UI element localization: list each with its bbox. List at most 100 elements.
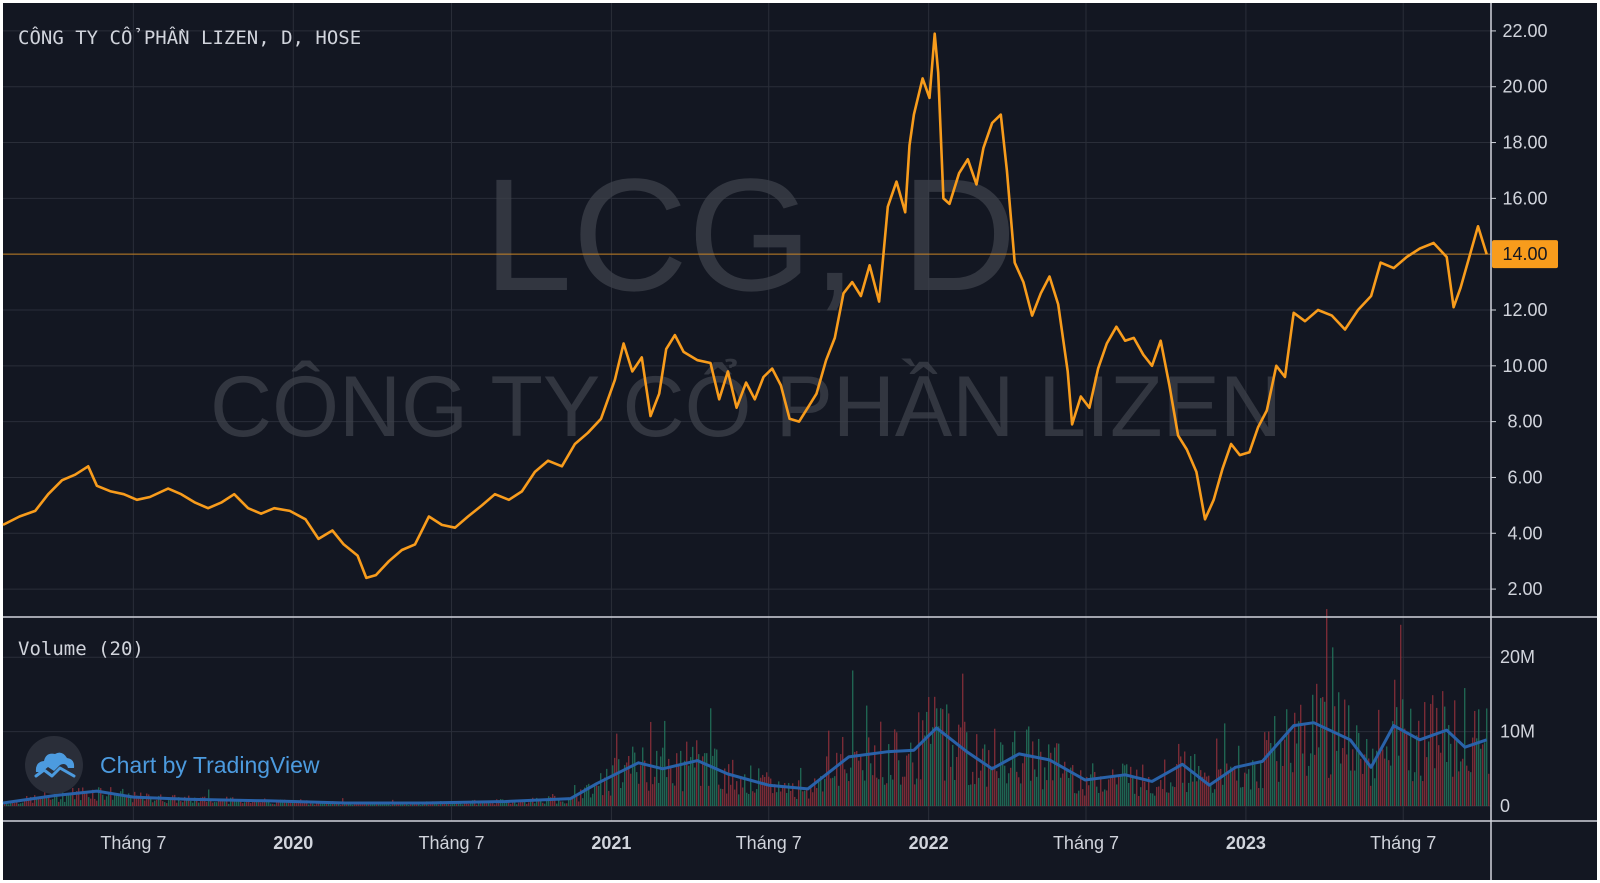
volume-bar [1032, 741, 1034, 806]
volume-bar [870, 763, 872, 806]
volume-bar [38, 796, 40, 806]
volume-bar [780, 791, 782, 806]
volume-bar [804, 790, 806, 806]
volume-bar [826, 756, 828, 806]
volume-bar [272, 803, 274, 806]
volume-bar [1306, 775, 1308, 806]
volume-bar [1240, 787, 1242, 806]
volume-bar [578, 801, 580, 806]
volume-bar [312, 803, 314, 806]
volume-bar [698, 754, 700, 806]
volume-bar [1458, 771, 1460, 806]
time-tick-label: Tháng 7 [418, 833, 484, 853]
volume-bar [662, 747, 664, 806]
volume-bar [1020, 783, 1022, 806]
volume-bar [1282, 765, 1284, 806]
volume-bar [612, 765, 614, 806]
volume-bar [190, 800, 192, 806]
volume-bar [632, 746, 634, 806]
volume-bar [1090, 774, 1092, 806]
volume-bar [642, 747, 644, 806]
volume-bar [856, 751, 858, 806]
volume-bar [104, 799, 106, 806]
volume-bar [1064, 761, 1066, 806]
volume-bar [1354, 770, 1356, 806]
volume-bar [934, 696, 936, 806]
volume-bar [670, 767, 672, 806]
volume-bar [216, 802, 218, 806]
volume-bar [78, 788, 80, 806]
volume-bar [868, 737, 870, 806]
volume-bar [490, 803, 492, 806]
volume-bar [984, 744, 986, 806]
volume-bars [4, 609, 1490, 806]
volume-bar [1428, 741, 1430, 806]
volume-bar [118, 796, 120, 806]
volume-bar [184, 796, 186, 806]
volume-bar [950, 766, 952, 806]
volume-bar [782, 787, 784, 806]
volume-bar [1172, 786, 1174, 806]
volume-bar [1022, 763, 1024, 806]
volume-bar [1014, 730, 1016, 806]
volume-bar [114, 794, 116, 806]
volume-bar [892, 779, 894, 806]
volume-axis[interactable]: 0 10M 20M [1500, 647, 1535, 816]
volume-bar [90, 798, 92, 806]
branding-text[interactable]: Chart by TradingView [100, 752, 320, 778]
volume-bar [36, 797, 38, 806]
volume-bar [1160, 780, 1162, 806]
volume-bar [1388, 760, 1390, 806]
volume-bar [680, 750, 682, 806]
volume-bar [248, 801, 250, 806]
volume-bar [940, 708, 942, 806]
volume-bar [106, 796, 108, 806]
volume-bar [228, 803, 230, 806]
volume-bar [40, 798, 42, 806]
volume-bar [158, 795, 160, 806]
volume-bar [1234, 766, 1236, 806]
volume-bar [686, 741, 688, 806]
volume-bar [806, 788, 808, 806]
volume-bar [434, 802, 436, 806]
volume-bar [1482, 744, 1484, 806]
volume-bar [976, 734, 978, 806]
price-axis[interactable]: 2.00 4.00 6.00 8.00 10.00 12.00 16.00 18.00 20.0… [1491, 21, 1548, 599]
volume-bar [786, 792, 788, 806]
volume-bar [1250, 789, 1252, 806]
chart-background [3, 3, 1597, 880]
volume-bar [318, 803, 320, 806]
volume-bar [94, 798, 96, 806]
volume-bar [498, 801, 500, 806]
volume-bar [1342, 748, 1344, 806]
volume-bar [764, 776, 766, 806]
volume-bar [1084, 795, 1086, 806]
volume-legend: Volume (20) [18, 638, 144, 660]
volume-bar [1418, 720, 1420, 806]
volume-bar [258, 801, 260, 806]
volume-bar [50, 799, 52, 806]
volume-bar [1170, 782, 1172, 806]
volume-bar [1016, 771, 1018, 806]
volume-bar [682, 791, 684, 806]
volume-bar [692, 746, 694, 806]
volume-bar [1314, 754, 1316, 806]
volume-bar [524, 799, 526, 806]
volume-bar [1228, 772, 1230, 806]
volume-bar [1484, 742, 1486, 806]
volume-bar [544, 803, 546, 806]
volume-bar [1402, 699, 1404, 806]
volume-bar [290, 802, 292, 806]
volume-bar [242, 803, 244, 806]
volume-bar [592, 793, 594, 806]
volume-bar [1054, 747, 1056, 806]
volume-bar [1344, 699, 1346, 806]
volume-bar [1132, 775, 1134, 806]
volume-bar [1318, 747, 1320, 806]
time-axis[interactable]: Tháng 7 2020 Tháng 7 2021 Tháng 7 2022 Tháng 7… [100, 833, 1436, 853]
volume-bar [340, 804, 342, 806]
volume-bar [572, 797, 574, 806]
tradingview-branding[interactable]: Chart by TradingView [25, 736, 320, 794]
volume-bar [884, 784, 886, 806]
